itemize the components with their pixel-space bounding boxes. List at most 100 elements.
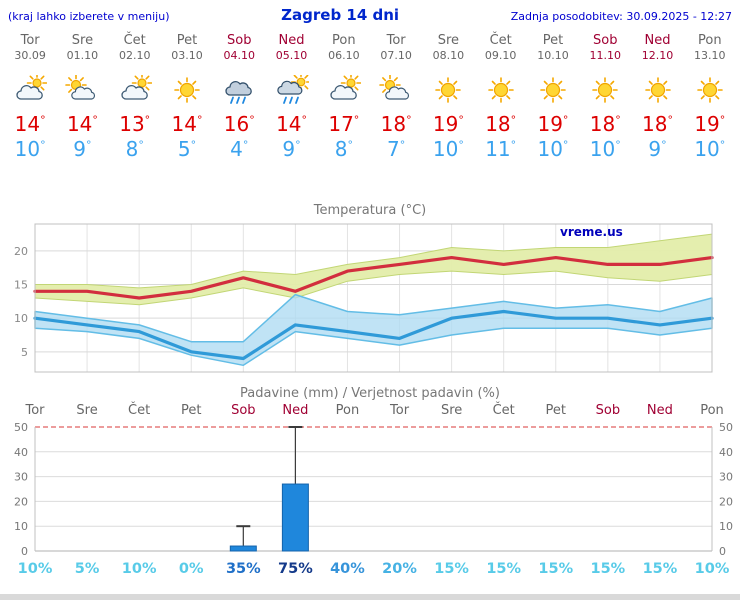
weather-icon-partly-cloudy: [379, 75, 410, 100]
day-icon-cell: [370, 73, 422, 107]
day-column: Ned 05.10 14° 9°: [265, 33, 317, 161]
tmin-value: 8°: [334, 137, 353, 161]
tmax-value: 18°: [485, 112, 517, 136]
scrollbar-strip: [0, 594, 740, 600]
day-name: Čet: [123, 33, 146, 48]
probability-label: 15%: [486, 561, 521, 577]
temperature-chart-block: Temperatura (°C) 5 10 15 20 vreme.us: [0, 203, 740, 380]
day-date: 06.10: [328, 49, 360, 62]
precip-bar: [229, 545, 257, 552]
probability-label: 15%: [538, 561, 573, 577]
precip-ytick-left: 20: [14, 495, 28, 508]
weather-icon-mostly-cloudy: [330, 75, 361, 100]
precip-day-label: Ned: [282, 403, 308, 418]
day-date: 11.10: [589, 49, 621, 62]
tmin-value: 9°: [648, 137, 667, 161]
tmax-value: 18°: [380, 112, 412, 136]
precip-day-label: Sob: [231, 403, 255, 418]
temp-ytick-label: 10: [14, 312, 28, 325]
page-title: Zagreb 14 dni: [281, 6, 400, 24]
tmax-value: 18°: [589, 112, 621, 136]
temp-ytick-label: 15: [14, 279, 28, 292]
tmax-value: 14°: [171, 112, 203, 136]
probability-label: 0%: [179, 561, 204, 577]
weather-icon-mostly-cloudy: [16, 75, 48, 100]
day-column: Pet 10.10 19° 10°: [527, 33, 579, 161]
precipitation-chart-block: Padavine (mm) / Verjetnost padavin (%) 0…: [0, 386, 740, 581]
precip-ytick-left: 40: [14, 446, 28, 459]
day-name: Sob: [227, 33, 252, 48]
weather-page: (kraj lahko izberete v meniju) Zagreb 14…: [0, 6, 740, 600]
weather-icon-mostly-cloudy: [121, 75, 152, 100]
watermark-link[interactable]: vreme.us: [560, 225, 623, 239]
precip-day-label: Sob: [596, 403, 620, 418]
precip-ytick-right: 20: [719, 495, 733, 508]
day-name: Ned: [644, 33, 671, 48]
precip-ytick-right: 30: [719, 471, 733, 484]
precip-day-label: Ned: [647, 403, 673, 418]
forecast-strip: Tor 30.09 14° 10° Sre 01.10 14° 9° Čet 02.10 13° 8°…: [0, 24, 740, 161]
temperature-chart: 5 10 15 20 vreme.us: [14, 223, 714, 373]
day-name: Sob: [593, 33, 618, 48]
tmax-value: 19°: [537, 112, 569, 136]
tmin-value: 9°: [73, 137, 92, 161]
probability-label: 40%: [330, 561, 365, 577]
weather-icon-rain-sun: [276, 75, 309, 104]
tmin-value: 10°: [14, 137, 46, 161]
day-column: Sre 01.10 14° 9°: [56, 33, 108, 161]
day-column: Sob 11.10 18° 10°: [579, 33, 631, 161]
menu-note[interactable]: (kraj lahko izberete v meniju): [8, 10, 170, 23]
tmin-value: 10°: [432, 137, 464, 161]
day-name: Tor: [386, 33, 406, 48]
temp-plot-border: [34, 223, 713, 373]
day-icon-cell: [4, 73, 56, 107]
day-name: Pet: [542, 33, 564, 48]
day-icon-cell: [422, 73, 474, 107]
temp-ytick-label: 20: [14, 245, 28, 258]
weather-icon-sunny: [540, 77, 566, 103]
day-date: 02.10: [118, 49, 151, 62]
precip-day-label: Pon: [700, 403, 724, 418]
day-icon-cell: [56, 73, 108, 107]
weather-icon-sunny: [435, 77, 462, 103]
precipitation-chart: 0 0 10 10 20 20 30 30 40 40 50 50 Tor Sre Čet Pet Sob Ned…: [14, 402, 733, 577]
weather-icon-sunny: [644, 77, 671, 103]
day-icon-cell: [109, 73, 161, 107]
precip-day-label: Tor: [389, 403, 410, 418]
day-icon-cell: [318, 73, 370, 107]
day-column: Sre 08.10 19° 10°: [422, 33, 474, 161]
day-name: Čet: [489, 33, 512, 48]
probability-label: 15%: [590, 561, 625, 577]
precip-plot-area: [35, 427, 712, 551]
precip-bar: [281, 483, 309, 552]
day-date: 08.10: [432, 49, 465, 62]
tmin-value: 8°: [125, 137, 144, 161]
day-date: 01.10: [66, 49, 99, 62]
weather-icon-rain: [225, 81, 253, 104]
probability-label: 10%: [18, 561, 53, 577]
tmax-value: 14°: [276, 112, 308, 136]
tmax-value: 18°: [642, 112, 673, 136]
probability-label: 75%: [278, 561, 313, 577]
probability-label: 10%: [695, 561, 730, 577]
tmax-value: 16°: [223, 112, 255, 136]
day-date: 10.10: [537, 49, 569, 62]
probability-label: 35%: [226, 561, 261, 577]
day-column: Ned 12.10 18° 9°: [631, 33, 683, 161]
day-icon-cell: [213, 73, 265, 107]
day-name: Sre: [437, 33, 460, 48]
precip-day-label: Pet: [181, 403, 201, 418]
probability-label: 15%: [434, 561, 469, 577]
day-column: Pon 06.10 17° 8°: [318, 33, 370, 161]
precip-day-label: Sre: [76, 403, 97, 418]
precip-day-label: Pon: [336, 403, 360, 418]
day-column: Čet 02.10 13° 8°: [109, 33, 161, 161]
day-name: Ned: [278, 33, 305, 48]
tmin-value: 5°: [177, 137, 197, 161]
day-date: 30.09: [14, 49, 46, 62]
probability-label: 20%: [382, 561, 417, 577]
day-icon-cell: [527, 73, 579, 107]
weather-icon-sunny: [174, 77, 200, 103]
probability-label: 5%: [75, 561, 100, 577]
precip-ytick-right: 0: [719, 545, 726, 558]
